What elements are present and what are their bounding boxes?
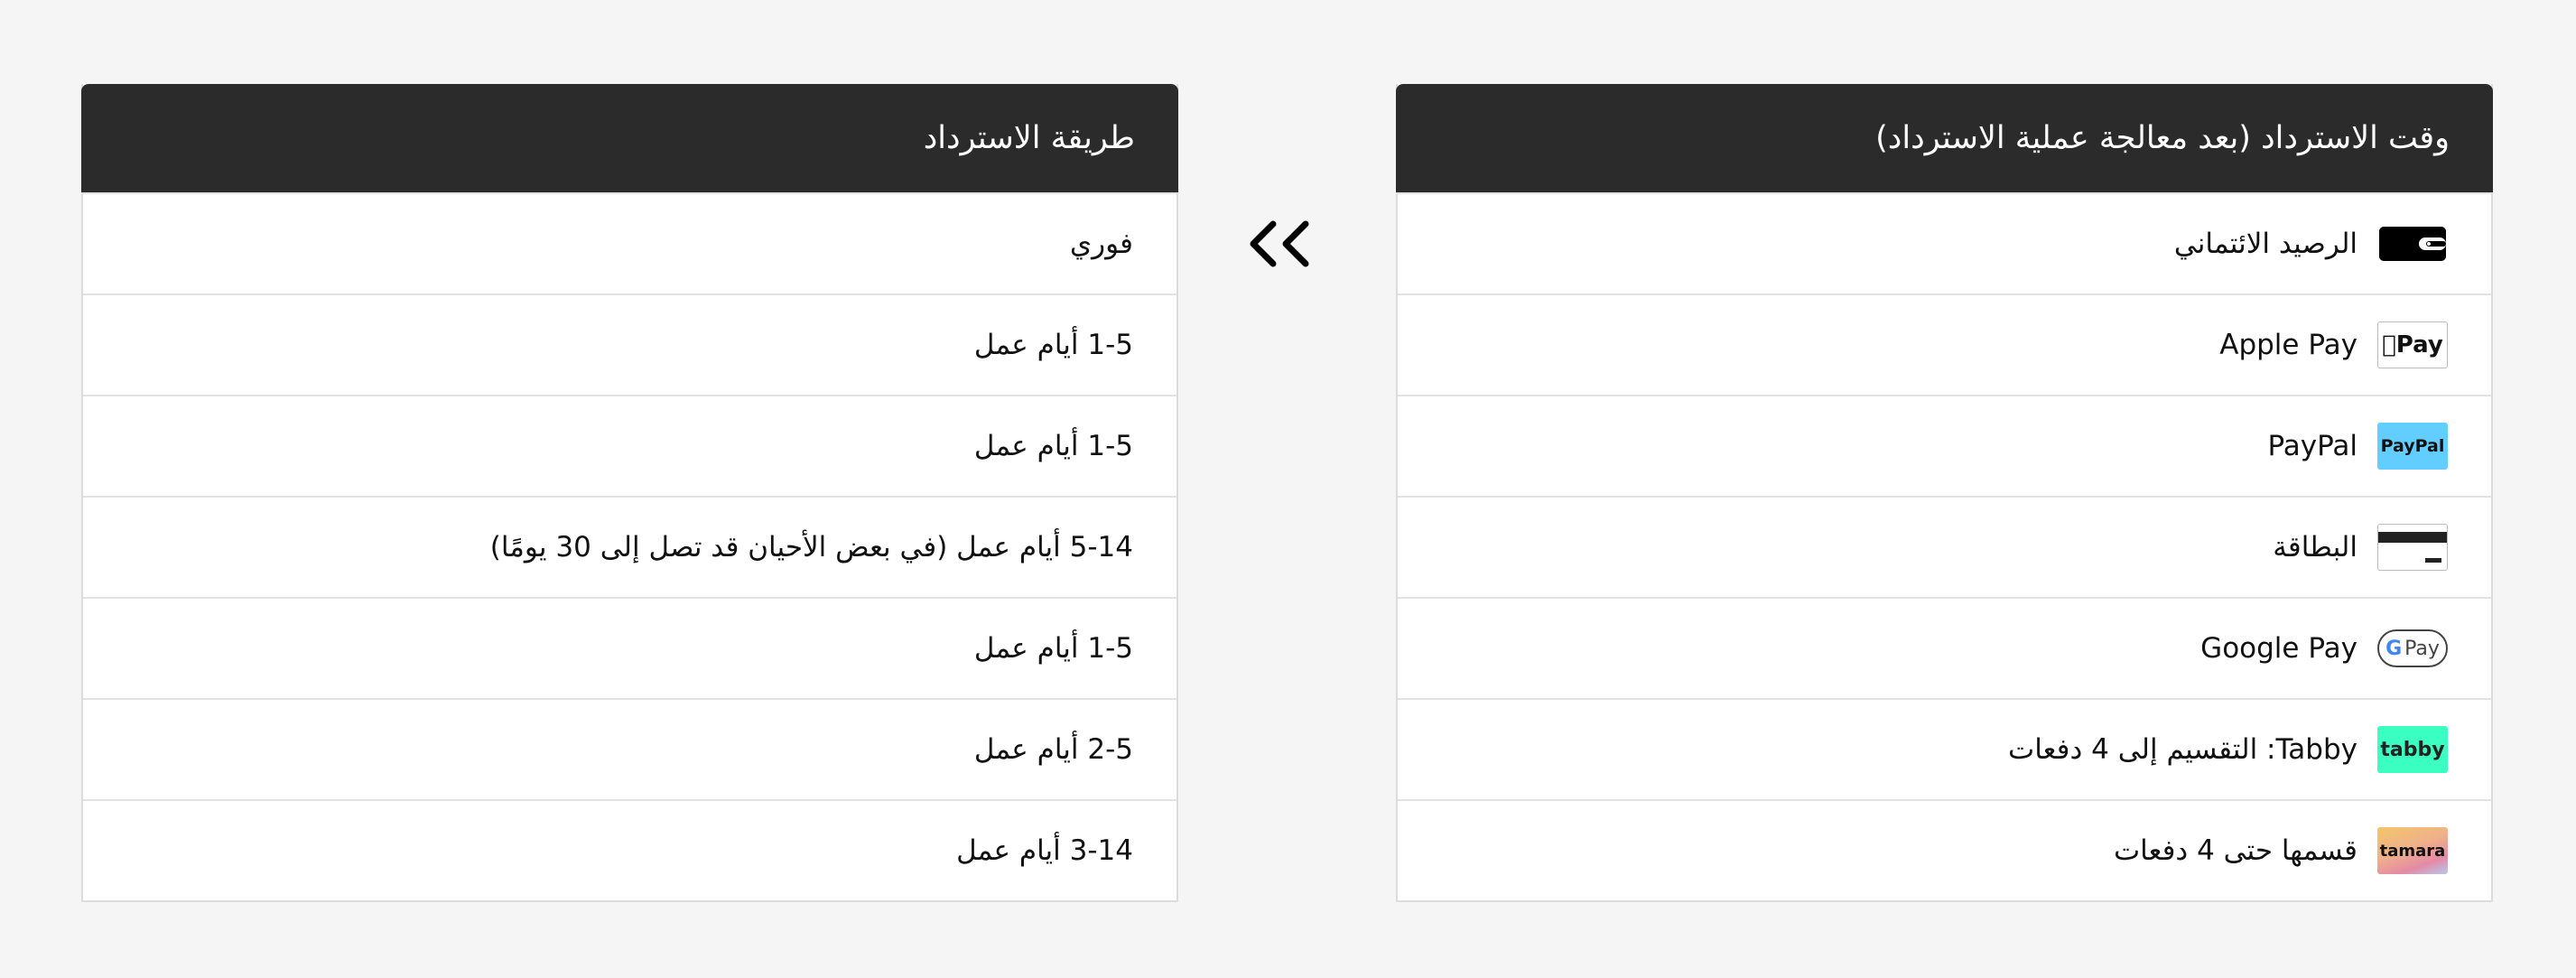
wallet-icon <box>2377 220 2448 267</box>
table-row: 5-14 أيام عمل (في بعض الأحيان قد تصل إلى… <box>83 496 1176 597</box>
table-header: طريقة الاسترداد <box>81 84 1178 192</box>
refund-time-table: طريقة الاسترداد فوري 1-5 أيام عمل 1-5 أي… <box>81 84 1178 902</box>
table-row: Pay Apple Pay <box>1398 293 2491 395</box>
table-row: الرصيد الائتماني <box>1398 192 2491 293</box>
table-row: فوري <box>83 192 1176 293</box>
card-icon <box>2377 524 2448 571</box>
table-row: PayPal PayPal <box>1398 395 2491 496</box>
row-label: Apple Pay <box>2219 329 2357 361</box>
tamara-logo: tamara <box>2377 827 2448 874</box>
table-row: البطاقة <box>1398 496 2491 597</box>
row-label: الرصيد الائتماني <box>2173 228 2357 260</box>
table-row: 1-5 أيام عمل <box>83 395 1176 496</box>
refund-method-table: وقت الاسترداد (بعد معالجة عملية الاستردا… <box>1396 84 2493 902</box>
row-label: قسمها حتى 4 دفعات <box>2114 834 2357 867</box>
apple-icon:  <box>2382 331 2396 359</box>
table-header: وقت الاسترداد (بعد معالجة عملية الاستردا… <box>1396 84 2493 192</box>
double-chevron-left-icon <box>1250 220 1309 267</box>
tabby-logo: tabby <box>2377 726 2448 773</box>
row-label: Tabby: التقسيم إلى 4 دفعات <box>2008 733 2357 766</box>
table-row: 1-5 أيام عمل <box>83 597 1176 698</box>
table-row: 1-5 أيام عمل <box>83 293 1176 395</box>
google-pay-logo: G Pay <box>2377 629 2448 667</box>
row-label: PayPal <box>2267 430 2357 462</box>
table-row: 3-14 أيام عمل <box>83 799 1176 900</box>
row-label: Google Pay <box>2200 632 2357 665</box>
table-row: tamara قسمها حتى 4 دفعات <box>1398 799 2491 900</box>
table-row: tabby Tabby: التقسيم إلى 4 دفعات <box>1398 698 2491 799</box>
table-row: 2-5 أيام عمل <box>83 698 1176 799</box>
row-label: البطاقة <box>2273 531 2357 564</box>
paypal-logo: PayPal <box>2377 423 2448 470</box>
apple-pay-logo: Pay <box>2377 321 2448 368</box>
table-row: G Pay Google Pay <box>1398 597 2491 698</box>
google-g-icon: G <box>2385 637 2403 660</box>
